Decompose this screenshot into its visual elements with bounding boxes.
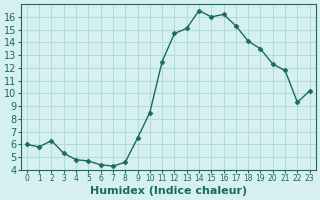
X-axis label: Humidex (Indice chaleur): Humidex (Indice chaleur) — [90, 186, 247, 196]
